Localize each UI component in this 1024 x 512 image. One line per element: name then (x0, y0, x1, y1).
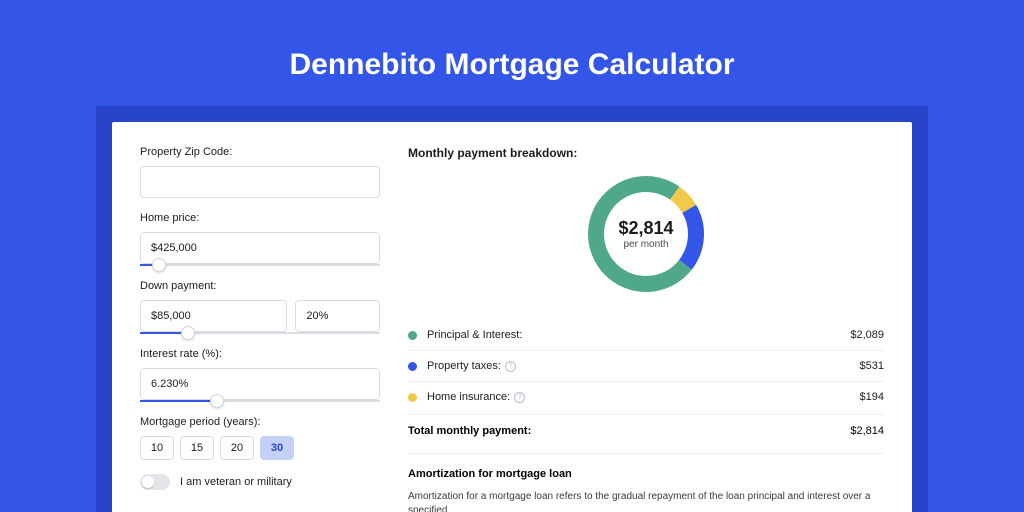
page-title: Dennebito Mortgage Calculator (0, 0, 1024, 106)
period-button-20[interactable]: 20 (220, 436, 254, 460)
total-value: $2,814 (850, 425, 884, 437)
home-price-input[interactable] (140, 232, 380, 264)
interest-rate-input[interactable] (140, 368, 380, 400)
home-price-slider[interactable] (140, 264, 380, 266)
down-payment-label: Down payment: (140, 280, 380, 292)
home-price-group: Home price: (140, 212, 380, 266)
legend-row-2: Home insurance:?$194 (408, 382, 884, 412)
donut-amount: $2,814 (618, 218, 673, 239)
amortization-body: Amortization for a mortgage loan refers … (408, 490, 884, 512)
down-payment-pct-input[interactable] (295, 300, 380, 332)
legend-label: Home insurance:? (427, 391, 860, 403)
down-payment-slider-handle[interactable] (181, 326, 195, 340)
veteran-label: I am veteran or military (180, 476, 292, 488)
total-row: Total monthly payment: $2,814 (408, 414, 884, 453)
period-label: Mortgage period (years): (140, 416, 380, 428)
interest-rate-group: Interest rate (%): (140, 348, 380, 402)
amortization-section: Amortization for mortgage loan Amortizat… (408, 453, 884, 512)
donut-chart: $2,814 per month (584, 172, 708, 296)
period-button-15[interactable]: 15 (180, 436, 214, 460)
home-price-slider-handle[interactable] (152, 258, 166, 272)
interest-rate-slider-handle[interactable] (210, 394, 224, 408)
veteran-row: I am veteran or military (140, 474, 380, 490)
card-shadow: Property Zip Code: Home price: Down paym… (96, 106, 928, 512)
interest-rate-slider-fill (140, 400, 217, 402)
legend-value: $531 (860, 360, 884, 372)
legend-label: Principal & Interest: (427, 329, 850, 341)
legend-dot (408, 362, 417, 371)
donut-wrap: $2,814 per month (408, 172, 884, 296)
zip-group: Property Zip Code: (140, 146, 380, 198)
breakdown-title: Monthly payment breakdown: (408, 146, 884, 160)
down-payment-group: Down payment: (140, 280, 380, 334)
veteran-toggle-knob (142, 476, 154, 488)
interest-rate-label: Interest rate (%): (140, 348, 380, 360)
info-icon[interactable]: ? (514, 392, 525, 403)
period-button-10[interactable]: 10 (140, 436, 174, 460)
legend-value: $194 (860, 391, 884, 403)
period-buttons: 10152030 (140, 436, 380, 460)
donut-sub: per month (623, 239, 668, 250)
info-icon[interactable]: ? (505, 361, 516, 372)
interest-rate-slider[interactable] (140, 400, 380, 402)
legend-dot (408, 331, 417, 340)
total-label: Total monthly payment: (408, 425, 850, 437)
legend-row-0: Principal & Interest:$2,089 (408, 320, 884, 351)
zip-input[interactable] (140, 166, 380, 198)
legend-dot (408, 393, 417, 402)
period-button-30[interactable]: 30 (260, 436, 294, 460)
breakdown-column: Monthly payment breakdown: $2,814 per mo… (408, 146, 884, 512)
calculator-card: Property Zip Code: Home price: Down paym… (112, 122, 912, 512)
home-price-label: Home price: (140, 212, 380, 224)
legend-row-1: Property taxes:?$531 (408, 351, 884, 382)
down-payment-slider[interactable] (140, 332, 380, 334)
form-column: Property Zip Code: Home price: Down paym… (140, 146, 380, 512)
legend-label: Property taxes:? (427, 360, 860, 372)
zip-label: Property Zip Code: (140, 146, 380, 158)
down-payment-input[interactable] (140, 300, 287, 332)
veteran-toggle[interactable] (140, 474, 170, 490)
amortization-title: Amortization for mortgage loan (408, 468, 884, 480)
legend-value: $2,089 (850, 329, 884, 341)
donut-center: $2,814 per month (584, 172, 708, 296)
period-group: Mortgage period (years): 10152030 (140, 416, 380, 460)
